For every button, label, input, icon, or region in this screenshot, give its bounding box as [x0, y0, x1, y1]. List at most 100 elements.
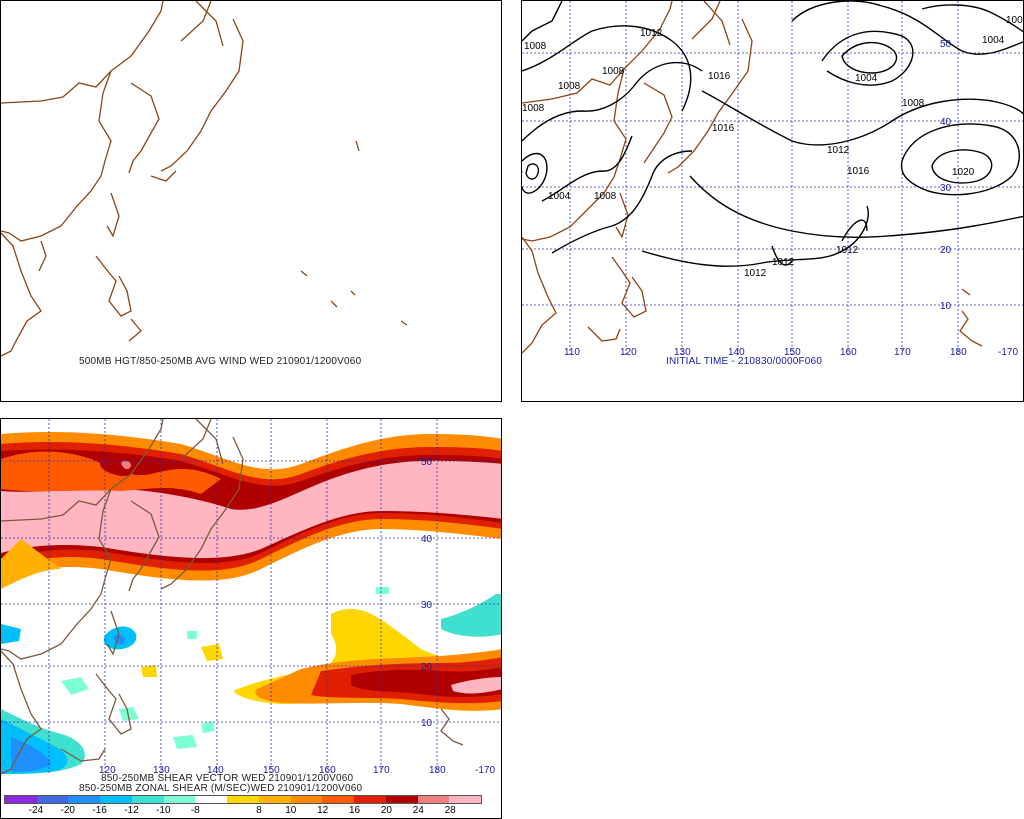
color-scale-label: -8 — [190, 805, 200, 816]
lat-labels: 50 40 30 20 10 — [421, 457, 433, 729]
color-scale-swatch — [322, 796, 355, 803]
lon-labels: 110 120 130 140 150 160 170 180 -170 — [564, 347, 1018, 358]
lat-label: 30 — [421, 600, 433, 611]
contour-label: 1008 — [558, 81, 581, 92]
lat-label: 30 — [940, 183, 952, 194]
color-scale-swatch — [36, 796, 69, 803]
contour-label: 1004 — [548, 191, 571, 202]
color-scale-label: 24 — [412, 805, 424, 816]
color-scale-swatch — [290, 796, 323, 803]
color-scale-labels: -24 -20 -16 -12 -10 -8 8 10 12 16 20 24 28 — [0, 805, 500, 817]
lon-label: 110 — [564, 347, 580, 358]
contour-label: 1012 — [827, 145, 850, 156]
contour-label: 1012 — [836, 245, 859, 256]
lon-label: 130 — [153, 765, 170, 776]
lat-lon-grid — [1, 419, 501, 774]
lon-label: 150 — [784, 347, 801, 358]
lat-label: 50 — [421, 457, 433, 468]
color-scale-swatch — [100, 796, 132, 803]
contour-label: 1008 — [602, 66, 625, 77]
color-scale-label: 10 — [285, 805, 297, 816]
color-scale-swatch — [449, 796, 482, 803]
color-scale-swatch — [195, 796, 228, 803]
contour-label: 1016 — [708, 71, 731, 82]
lat-label: 20 — [940, 245, 952, 256]
lat-label: 20 — [421, 662, 433, 673]
contour-labels: 1008 1008 1012 1008 1008 1016 1004 1008 … — [522, 15, 1023, 279]
lat-labels: 50 40 30 20 10 — [940, 39, 952, 312]
panel-caption-line1: 850-250MB SHEAR VECTOR WED 210901/1200V0… — [101, 773, 354, 784]
lon-label: 140 — [207, 765, 224, 776]
contour-label: 1004 — [982, 35, 1005, 46]
panel-vertical-shear: 50 40 30 20 10 120 130 140 150 160 170 1… — [0, 418, 502, 819]
contour-label: 1016 — [847, 166, 870, 177]
lat-label: 10 — [421, 718, 433, 729]
map-shear: 50 40 30 20 10 120 130 140 150 160 170 1… — [1, 419, 501, 776]
color-scale-swatch — [258, 796, 291, 803]
contour-label: 100 — [1006, 15, 1023, 26]
color-scale-label: 12 — [317, 805, 329, 816]
lat-label: 10 — [940, 301, 952, 312]
lat-lon-grid — [522, 1, 1023, 356]
contour-label: 1016 — [712, 123, 735, 134]
color-scale-swatch — [5, 796, 37, 803]
contour-label: 1008 — [902, 98, 925, 109]
lon-label: -170 — [998, 347, 1018, 358]
lon-label: 170 — [373, 765, 390, 776]
color-scale-swatch — [417, 796, 450, 803]
contour-label: 1008 — [594, 191, 617, 202]
jet-south-shading — [233, 609, 501, 712]
lon-labels: 120 130 140 150 160 170 180 -170 — [99, 765, 495, 776]
contour-label: 1020 — [952, 167, 975, 178]
lon-label: 180 — [429, 765, 446, 776]
lon-label: 120 — [620, 347, 637, 358]
contour-label: 1008 — [522, 103, 545, 114]
lon-label: 130 — [674, 347, 691, 358]
lon-label: 170 — [894, 347, 911, 358]
map-500mb — [1, 1, 408, 357]
lon-label: 160 — [840, 347, 857, 358]
lat-label: 50 — [940, 39, 952, 50]
color-scale-swatch — [385, 796, 418, 803]
color-scale-label: 16 — [348, 805, 361, 816]
color-scale-label: -10 — [156, 805, 171, 816]
panel-caption-line2: 850-250MB ZONAL SHEAR (M/SEC)WED 210901/… — [79, 783, 363, 794]
color-scale-label: -16 — [92, 805, 107, 816]
lon-label: 120 — [99, 765, 116, 776]
color-scale-swatch — [131, 796, 164, 803]
contour-label: 1012 — [640, 28, 663, 39]
color-scale-swatch — [163, 796, 196, 803]
panel-500mb-height: 500MB HGT/850-250MB AVG WIND WED 210901/… — [0, 0, 502, 402]
contour-label: 1008 — [524, 41, 547, 52]
color-scale-bar — [4, 795, 482, 804]
panel-caption: INITIAL TIME - 210830/0000F060 — [666, 356, 823, 367]
color-scale-swatch — [354, 796, 386, 803]
lon-label: 150 — [263, 765, 280, 776]
lat-label: 40 — [940, 117, 952, 128]
panel-sea-level-pressure: 1008 1008 1012 1008 1008 1016 1004 1008 … — [521, 0, 1024, 402]
contour-label: 1012 — [744, 268, 767, 279]
jet-north-shading — [1, 432, 501, 589]
lon-label: -170 — [475, 765, 495, 776]
contour-label: 1012 — [772, 257, 795, 268]
lon-label: 160 — [319, 765, 336, 776]
coastlines — [1, 1, 408, 357]
coastlines — [522, 1, 983, 354]
panel-caption: 500MB HGT/850-250MB AVG WIND WED 210901/… — [79, 356, 362, 367]
color-scale-label: 28 — [444, 805, 456, 816]
lon-label: 140 — [728, 347, 745, 358]
lon-label: 180 — [950, 347, 967, 358]
color-scale-label: -12 — [124, 805, 139, 816]
color-scale-swatch — [227, 796, 259, 803]
lat-label: 40 — [421, 534, 433, 545]
isobars — [522, 1, 1023, 267]
contour-label: 1004 — [855, 73, 878, 84]
color-scale-label: -20 — [60, 805, 75, 816]
coastlines — [1, 419, 464, 775]
map-mslp: 1008 1008 1012 1008 1008 1016 1004 1008 … — [522, 1, 1023, 358]
color-scale-label: 8 — [256, 805, 262, 816]
color-scale-swatch — [68, 796, 101, 803]
color-scale-label: 20 — [380, 805, 392, 816]
easterly-shear-shading — [1, 587, 501, 774]
color-scale-label: -24 — [28, 805, 44, 816]
